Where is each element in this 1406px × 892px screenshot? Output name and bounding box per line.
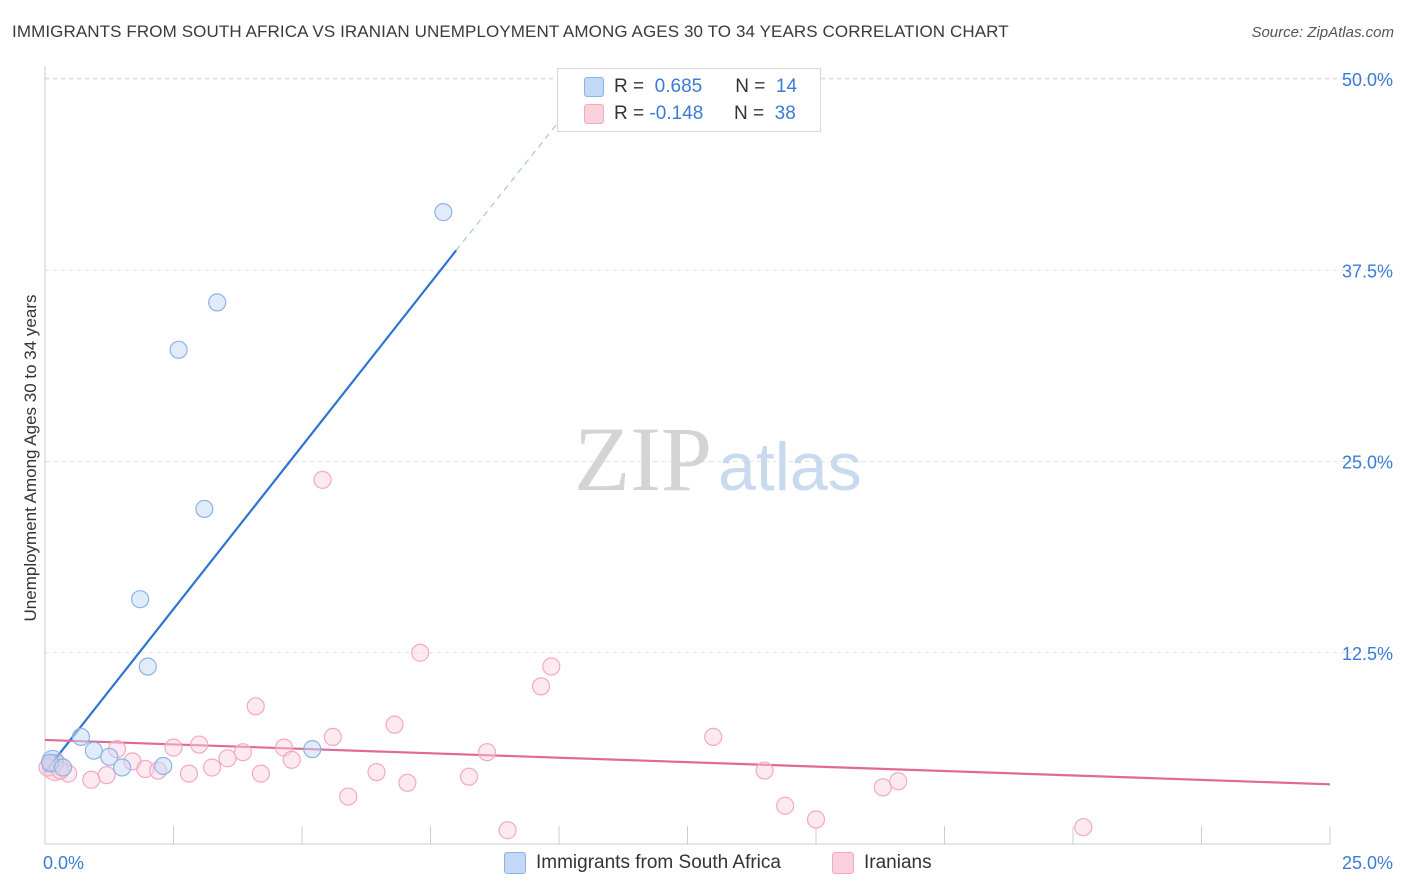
point-south-africa	[154, 756, 173, 776]
watermark-zip: ZIP	[574, 408, 712, 510]
legend-series-name: Iranians	[864, 852, 932, 873]
point-south-africa	[208, 293, 227, 312]
axes	[44, 66, 1331, 845]
point-iranians	[477, 743, 497, 762]
legend-row-south-africa: R = 0.685 N = 14	[558, 73, 797, 100]
x-tick-label: 0.0%	[43, 853, 84, 873]
legend-swatch-pink	[584, 103, 604, 124]
point-iranians	[190, 735, 209, 754]
y-tick-label: 12.5%	[1342, 644, 1393, 664]
point-iranians	[97, 766, 116, 785]
point-iranians	[367, 762, 386, 782]
point-iranians	[531, 677, 551, 696]
axis-labels: 12.5% 25.0% 37.5% 50.0% 0.0% 25.0% Unemploymen…	[21, 70, 1393, 873]
legend-swatch-blue	[504, 852, 526, 874]
legend-r-value: -0.148	[649, 102, 704, 124]
point-iranians	[498, 821, 517, 840]
point-iranians	[1074, 818, 1093, 837]
point-south-africa	[112, 758, 132, 777]
data-points	[38, 203, 1093, 840]
x-tick-label: 25.0%	[1342, 853, 1393, 873]
series-legend: Immigrants from South Africa Iranians	[0, 852, 1406, 878]
legend-n-label: N =	[735, 75, 766, 97]
legend-item-south-africa: Immigrants from South Africa	[504, 852, 781, 874]
point-south-africa	[130, 590, 150, 609]
point-iranians	[233, 743, 252, 762]
point-south-africa	[71, 727, 91, 747]
y-tick-label: 37.5%	[1342, 261, 1393, 281]
point-south-africa	[53, 758, 73, 777]
point-iranians	[398, 773, 417, 792]
point-south-africa	[100, 747, 119, 766]
point-iranians	[313, 470, 332, 489]
point-iranians	[339, 787, 358, 806]
legend-swatch-pink	[832, 852, 854, 874]
y-tick-label: 25.0%	[1342, 453, 1393, 473]
trend-line-iranians	[44, 738, 1331, 786]
grid-lines	[45, 77, 1390, 654]
legend-row-iranians: R = -0.148 N = 38	[558, 100, 796, 127]
point-south-africa	[195, 499, 214, 519]
chart-title: IMMIGRANTS FROM SOUTH AFRICA VS IRANIAN …	[12, 22, 1009, 41]
point-south-africa	[84, 741, 103, 760]
point-iranians	[704, 727, 723, 747]
y-tick-label: 50.0%	[1342, 70, 1393, 90]
legend-item-iranians: Iranians	[832, 852, 932, 874]
legend-r-label: R =	[614, 102, 645, 124]
trend-line-south-africa-extension	[455, 101, 575, 251]
legend-series-name: Immigrants from South Africa	[536, 852, 781, 873]
point-iranians	[806, 810, 826, 829]
watermark-atlas: atlas	[718, 429, 862, 505]
point-iranians	[282, 750, 301, 769]
point-south-africa	[138, 657, 157, 676]
point-iranians	[323, 727, 342, 747]
point-iranians	[889, 772, 908, 791]
point-iranians	[246, 697, 265, 716]
watermark: ZIP atlas	[574, 408, 862, 510]
point-iranians	[776, 796, 795, 815]
legend-swatch-blue	[584, 76, 604, 97]
legend-r-label: R =	[614, 75, 645, 97]
point-iranians	[755, 761, 774, 780]
trend-lines	[44, 101, 1331, 786]
legend-n-label: N =	[733, 102, 765, 124]
legend-n-value: 14	[775, 75, 798, 97]
point-south-africa	[303, 740, 322, 759]
point-iranians	[179, 764, 199, 783]
source-label: Source: ZipAtlas.com	[1251, 24, 1394, 41]
point-iranians	[82, 770, 101, 789]
point-iranians	[542, 657, 561, 676]
point-iranians	[873, 778, 892, 797]
legend-n-value: 38	[774, 102, 796, 124]
point-iranians	[218, 749, 237, 768]
point-iranians	[411, 643, 430, 662]
point-iranians	[164, 738, 183, 757]
point-iranians	[202, 758, 222, 777]
correlation-legend: R = 0.685 N = 14 R = -0.148 N = 38	[557, 68, 821, 132]
point-south-africa	[169, 340, 188, 359]
legend-r-value: 0.685	[654, 75, 703, 97]
point-iranians	[251, 764, 270, 783]
y-axis-label: Unemployment Among Ages 30 to 34 years	[21, 295, 40, 622]
point-iranians	[385, 715, 404, 734]
point-iranians	[459, 767, 479, 786]
trend-line-south-africa	[44, 249, 458, 773]
point-south-africa	[434, 203, 453, 222]
